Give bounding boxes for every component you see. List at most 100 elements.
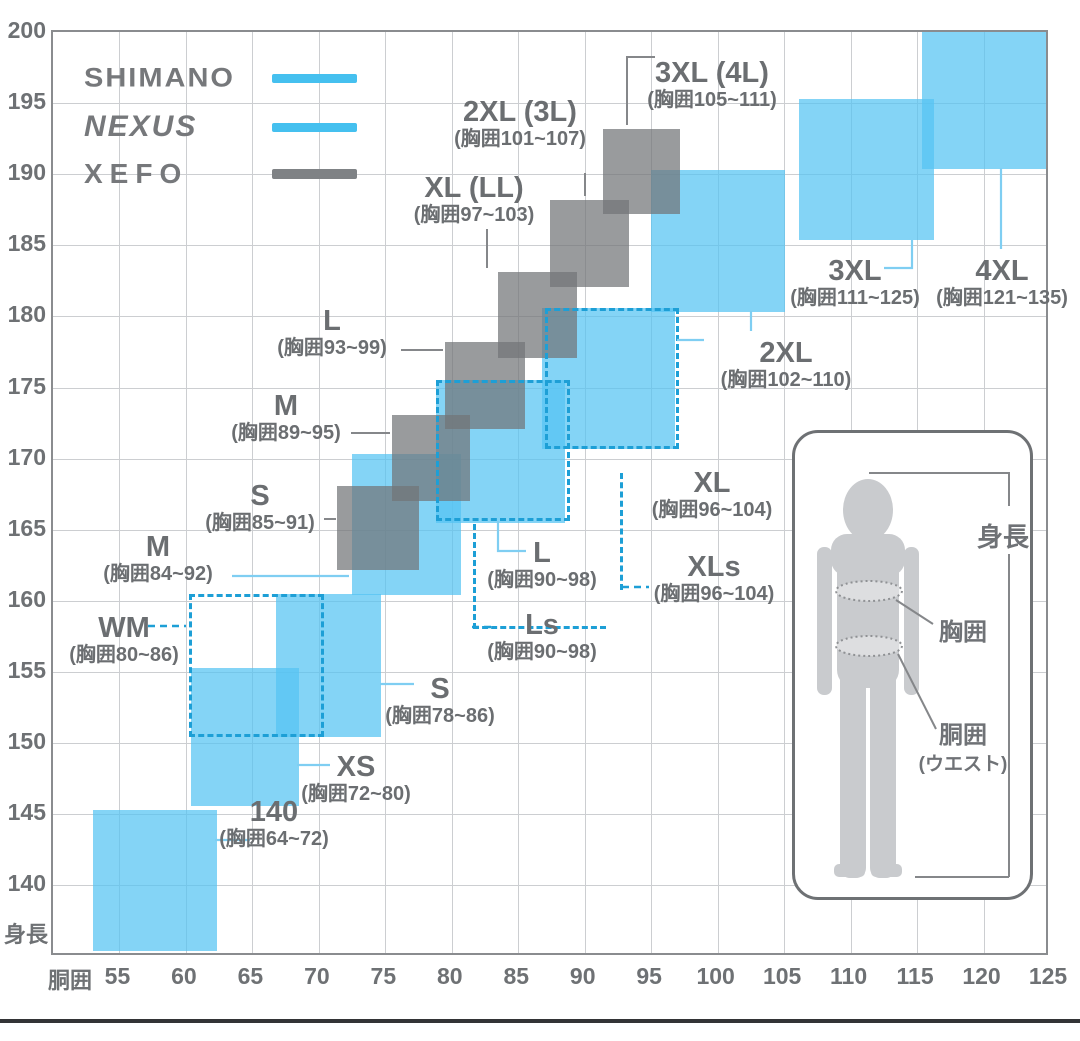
size-name: XL <box>693 467 731 499</box>
y-tick-140: 140 <box>7 870 46 897</box>
chest-range: (胸囲111~125) <box>790 287 920 310</box>
gridline-x-60 <box>185 32 187 953</box>
legend-brand-xefo: XEFO <box>84 158 189 189</box>
size-box-nexus-Ls <box>473 524 606 630</box>
size-label-nexus-XLs: XLs (胸囲96~104) <box>654 552 775 605</box>
size-box-xefo-2XL3L <box>550 199 629 287</box>
gridline-y-150 <box>53 743 1046 745</box>
x-tick-110: 110 <box>830 963 868 989</box>
chest-range: (胸囲90~98) <box>487 569 597 592</box>
size-name: M <box>273 390 299 422</box>
figure-height-label: 身長 <box>976 522 1029 552</box>
chest-range: (胸囲89~95) <box>231 422 341 445</box>
gridline-y-160 <box>53 600 1046 602</box>
size-label-xefo-M: M (胸囲89~95) <box>231 391 341 444</box>
gridline-x-70 <box>318 32 320 953</box>
y-tick-185: 185 <box>7 230 46 257</box>
chest-range: (胸囲102~110) <box>720 369 852 392</box>
size-name: XLs <box>687 551 741 583</box>
size-box-nexus-XL <box>544 307 680 449</box>
gridline-y-145 <box>53 814 1046 816</box>
size-label-xefo-2XL3L: 2XL (3L) (胸囲101~107) <box>454 97 586 150</box>
size-name: L <box>323 305 341 337</box>
size-label-nexus-Ls: Ls (胸囲90~98) <box>487 610 597 663</box>
size-name: 3XL <box>828 255 882 287</box>
size-label-xefo-XLLL: XL (LL) (胸囲97~103) <box>414 173 535 226</box>
size-label-shimano-2XL: 2XL (胸囲102~110) <box>721 338 852 391</box>
gridline-x-55 <box>119 32 121 953</box>
size-box-xefo-3XL4L <box>603 128 681 215</box>
x-tick-75: 75 <box>370 963 397 989</box>
x-tick-115: 115 <box>896 963 934 989</box>
gridline-y-185 <box>53 245 1046 247</box>
size-name: 4XL <box>975 255 1029 287</box>
gridline-x-90 <box>584 32 586 953</box>
gridline-y-155 <box>53 672 1046 674</box>
size-name: XS <box>336 751 376 783</box>
gridline-x-65 <box>252 32 254 953</box>
gridline-y-165 <box>53 529 1046 531</box>
y-tick-165: 165 <box>7 514 46 541</box>
size-label-shimano-L: L (胸囲90~98) <box>487 538 597 591</box>
chest-range: (胸囲80~86) <box>69 644 179 667</box>
chest-range: (胸囲96~104) <box>651 499 773 522</box>
chest-measure-ellipse <box>835 580 903 602</box>
size-name: L <box>533 537 551 569</box>
size-box-xefo-M <box>391 414 471 502</box>
gridline-x-105 <box>784 32 786 953</box>
y-tick-195: 195 <box>7 88 46 115</box>
chest-range: (胸囲96~104) <box>653 583 775 606</box>
size-name: WM <box>98 612 150 644</box>
size-box-nexus-L <box>435 380 571 522</box>
x-tick-60: 60 <box>171 963 197 989</box>
y-tick-170: 170 <box>7 443 46 470</box>
size-box-shimano-3XL <box>798 98 935 240</box>
chest-range: (胸囲85~91) <box>205 512 315 535</box>
size-box-xefo-XLLL <box>498 272 577 358</box>
gridline-y-140 <box>53 885 1046 887</box>
size-box-shimano-S <box>276 593 382 738</box>
size-name: 2XL (3L) <box>463 96 577 128</box>
size-label-shimano-XS: XS (胸囲72~80) <box>301 752 411 805</box>
waist-measure-ellipse <box>835 635 903 657</box>
x-tick-70: 70 <box>304 963 330 989</box>
size-name: Ls <box>525 609 559 641</box>
size-label-shimano-3XL: 3XL (胸囲111~125) <box>790 256 920 309</box>
x-tick-95: 95 <box>636 963 662 989</box>
size-label-xefo-L: L (胸囲93~99) <box>277 306 387 359</box>
legend-swatch-shimano <box>272 74 357 83</box>
x-tick-120: 120 <box>962 963 1001 989</box>
size-name: 3XL (4L) <box>655 57 769 89</box>
chest-range: (胸囲121~135) <box>936 287 1068 310</box>
gridline-y-195 <box>53 103 1046 105</box>
size-name: M <box>145 531 171 563</box>
legend-swatch-xefo <box>272 169 357 179</box>
x-tick-100: 100 <box>696 963 735 989</box>
figure-chest-label: 胸囲 <box>939 619 987 646</box>
chest-range: (胸囲84~92) <box>103 563 213 586</box>
size-label-shimano-S: S (胸囲78~86) <box>385 674 495 727</box>
x-tick-125: 125 <box>1028 963 1068 989</box>
x-tick-80: 80 <box>437 963 463 989</box>
x-axis-title: 胴囲 <box>47 968 92 993</box>
gridline-y-190 <box>53 174 1046 176</box>
figure-annotation-lines <box>869 472 1010 878</box>
chest-range: (胸囲105~111) <box>647 89 777 112</box>
size-label-nexus-WM: WM (胸囲80~86) <box>69 613 179 666</box>
y-tick-175: 175 <box>7 372 46 399</box>
x-tick-90: 90 <box>569 963 596 989</box>
human-silhouette <box>817 479 919 878</box>
body-silhouette-graphic <box>817 472 1010 878</box>
bottom-divider-rule <box>0 1019 1080 1023</box>
chest-range: (胸囲93~99) <box>277 337 387 360</box>
y-tick-155: 155 <box>7 657 46 684</box>
gridline-x-100 <box>717 32 719 953</box>
size-name: S <box>250 480 270 512</box>
size-name: S <box>430 673 450 705</box>
size-box-nexus-WM <box>188 593 325 738</box>
legend-brand-shimano: SHIMANO <box>84 63 235 93</box>
y-tick-180: 180 <box>7 301 46 328</box>
figure-waist-label: 胴囲 <box>939 722 987 749</box>
y-tick-200: 200 <box>7 17 46 43</box>
